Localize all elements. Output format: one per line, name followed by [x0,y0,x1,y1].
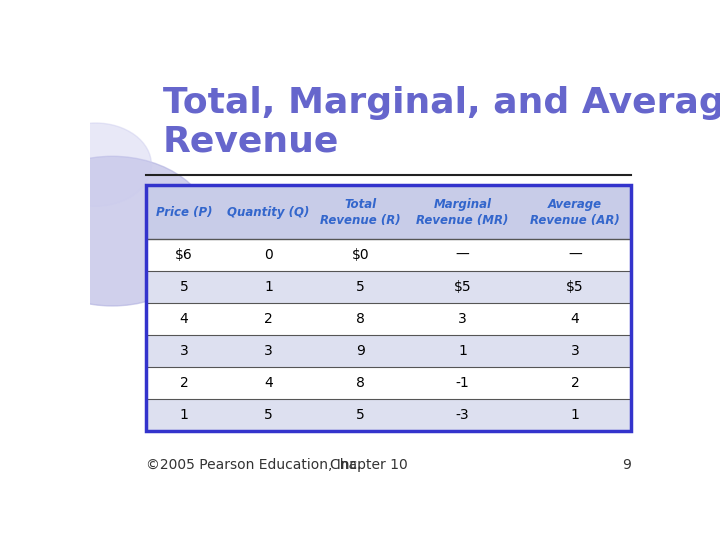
Text: 8: 8 [356,376,365,390]
Text: -1: -1 [456,376,469,390]
Text: Price (P): Price (P) [156,206,212,219]
Bar [145,185,631,431]
Text: 0: 0 [264,248,273,262]
Text: Chapter 10: Chapter 10 [330,458,408,472]
Text: 2: 2 [571,376,580,390]
Text: 4: 4 [180,312,189,326]
Text: 3: 3 [180,344,189,358]
Bar [145,367,631,399]
Bar [145,271,631,303]
Text: $0: $0 [351,248,369,262]
Bar [145,185,631,239]
Text: Average
Revenue (AR): Average Revenue (AR) [530,198,620,227]
Text: 5: 5 [356,280,365,294]
Text: 1: 1 [571,408,580,422]
Circle shape [12,156,213,306]
Text: 1: 1 [458,344,467,358]
Circle shape [40,123,151,206]
Bar [145,239,631,271]
Text: 9: 9 [622,458,631,472]
Text: 2: 2 [264,312,273,326]
Text: ©2005 Pearson Education, Inc.: ©2005 Pearson Education, Inc. [145,458,361,472]
Text: 2: 2 [180,376,189,390]
Text: 4: 4 [264,376,273,390]
Bar [145,303,631,335]
Text: $5: $5 [566,280,584,294]
Text: 3: 3 [264,344,273,358]
Text: 3: 3 [571,344,580,358]
Text: —: — [456,248,469,262]
Text: 1: 1 [180,408,189,422]
Text: —: — [568,248,582,262]
Text: Total
Revenue (R): Total Revenue (R) [320,198,401,227]
Text: 4: 4 [571,312,580,326]
Text: -3: -3 [456,408,469,422]
Text: 5: 5 [356,408,365,422]
Text: 9: 9 [356,344,365,358]
Text: 3: 3 [458,312,467,326]
Bar [145,335,631,367]
Text: 5: 5 [264,408,273,422]
Text: $6: $6 [175,248,193,262]
Text: 1: 1 [264,280,273,294]
Text: 8: 8 [356,312,365,326]
Text: Total, Marginal, and Average
Revenue: Total, Marginal, and Average Revenue [163,85,720,159]
Text: $5: $5 [454,280,472,294]
Text: Marginal
Revenue (MR): Marginal Revenue (MR) [416,198,509,227]
Text: Quantity (Q): Quantity (Q) [228,206,310,219]
Bar [145,399,631,431]
Text: 5: 5 [180,280,189,294]
